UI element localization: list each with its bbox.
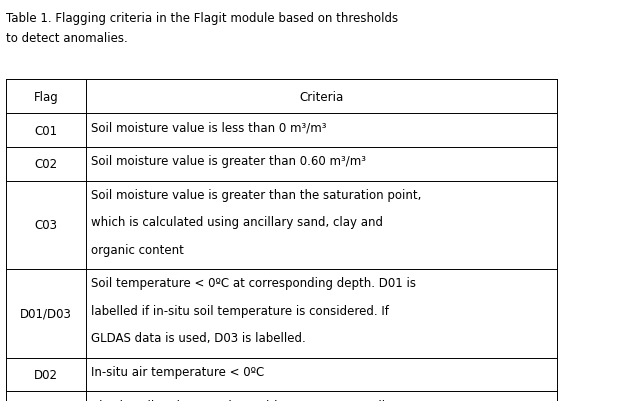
Text: labelled if in-situ soil temperature is considered. If: labelled if in-situ soil temperature is … (92, 304, 389, 317)
Text: which is calculated using ancillary sand, clay and: which is calculated using ancillary sand… (92, 216, 383, 229)
Text: Soil moisture value is greater than the saturation point,: Soil moisture value is greater than the … (92, 188, 422, 202)
Text: Soil moisture value is greater than 0.60 m³/m³: Soil moisture value is greater than 0.60… (92, 155, 366, 168)
Text: Flag: Flag (34, 91, 59, 103)
Text: Soil moisture value is less than 0 m³/m³: Soil moisture value is less than 0 m³/m³ (92, 121, 327, 134)
Text: Table 1. Flagging criteria in the Flagit module based on thresholds: Table 1. Flagging criteria in the Flagit… (6, 12, 399, 25)
Text: C02: C02 (35, 158, 58, 171)
Text: D02: D02 (35, 368, 58, 381)
Text: Rise in soil moisture values without a corresponding: Rise in soil moisture values without a c… (92, 399, 401, 401)
Text: D01/D03: D01/D03 (20, 307, 72, 320)
Text: Criteria: Criteria (300, 91, 344, 103)
Text: GLDAS data is used, D03 is labelled.: GLDAS data is used, D03 is labelled. (92, 331, 306, 344)
Text: In-situ air temperature < 0ºC: In-situ air temperature < 0ºC (92, 365, 264, 378)
Text: to detect anomalies.: to detect anomalies. (6, 32, 128, 45)
Text: C01: C01 (35, 124, 58, 137)
Text: Soil temperature < 0ºC at corresponding depth. D01 is: Soil temperature < 0ºC at corresponding … (92, 277, 417, 290)
Text: organic content: organic content (92, 243, 184, 256)
Text: C03: C03 (35, 219, 58, 232)
